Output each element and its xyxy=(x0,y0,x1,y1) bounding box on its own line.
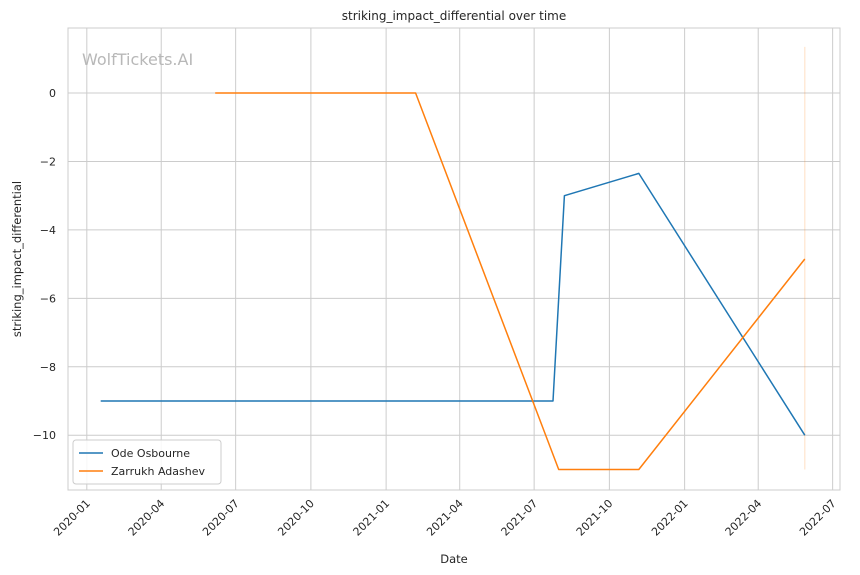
y-tick-label: −10 xyxy=(33,429,56,442)
y-tick-label: −2 xyxy=(40,155,56,168)
x-tick-label: 2021-04 xyxy=(424,497,466,539)
grid xyxy=(68,28,840,490)
series-layer xyxy=(100,46,806,471)
x-axis-label: Date xyxy=(440,552,468,566)
x-tick-label: 2022-01 xyxy=(649,497,691,539)
legend-box xyxy=(72,439,222,485)
series-line-ode-osbourne xyxy=(100,172,806,436)
y-tick-label: 0 xyxy=(49,87,56,100)
x-tick-label: 2021-07 xyxy=(499,497,541,539)
series-line-zarrukh-adashev xyxy=(215,92,806,471)
x-ticks: 2020-01 2020-04 2020-07 2020-10 2021-01 2021-… xyxy=(51,497,839,539)
x-tick-label: 2022-04 xyxy=(723,497,765,539)
y-ticks: 0 −2 −4 −6 −8 −10 xyxy=(33,87,56,442)
y-axis-label: striking_impact_differential xyxy=(10,181,24,337)
x-tick-label: 2021-01 xyxy=(351,497,393,539)
legend-label-ode-osbourne: Ode Osbourne xyxy=(111,447,190,460)
x-tick-label: 2020-04 xyxy=(126,497,168,539)
legend-label-zarrukh-adashev: Zarrukh Adashev xyxy=(111,465,205,478)
y-tick-label: −6 xyxy=(40,292,56,305)
x-tick-label: 2020-07 xyxy=(200,497,242,539)
y-tick-label: −8 xyxy=(40,361,56,374)
y-tick-label: −4 xyxy=(40,224,56,237)
legend: Ode Osbourne Zarrukh Adashev xyxy=(72,439,222,485)
watermark: WolfTickets.AI xyxy=(82,50,193,69)
x-tick-label: 2022-07 xyxy=(797,497,839,539)
plot-area-frame xyxy=(67,27,841,491)
x-tick-label: 2020-10 xyxy=(275,497,317,539)
x-tick-label: 2020-01 xyxy=(51,497,93,539)
x-tick-label: 2021-10 xyxy=(574,497,616,539)
chart-title: striking_impact_differential over time xyxy=(342,9,567,23)
